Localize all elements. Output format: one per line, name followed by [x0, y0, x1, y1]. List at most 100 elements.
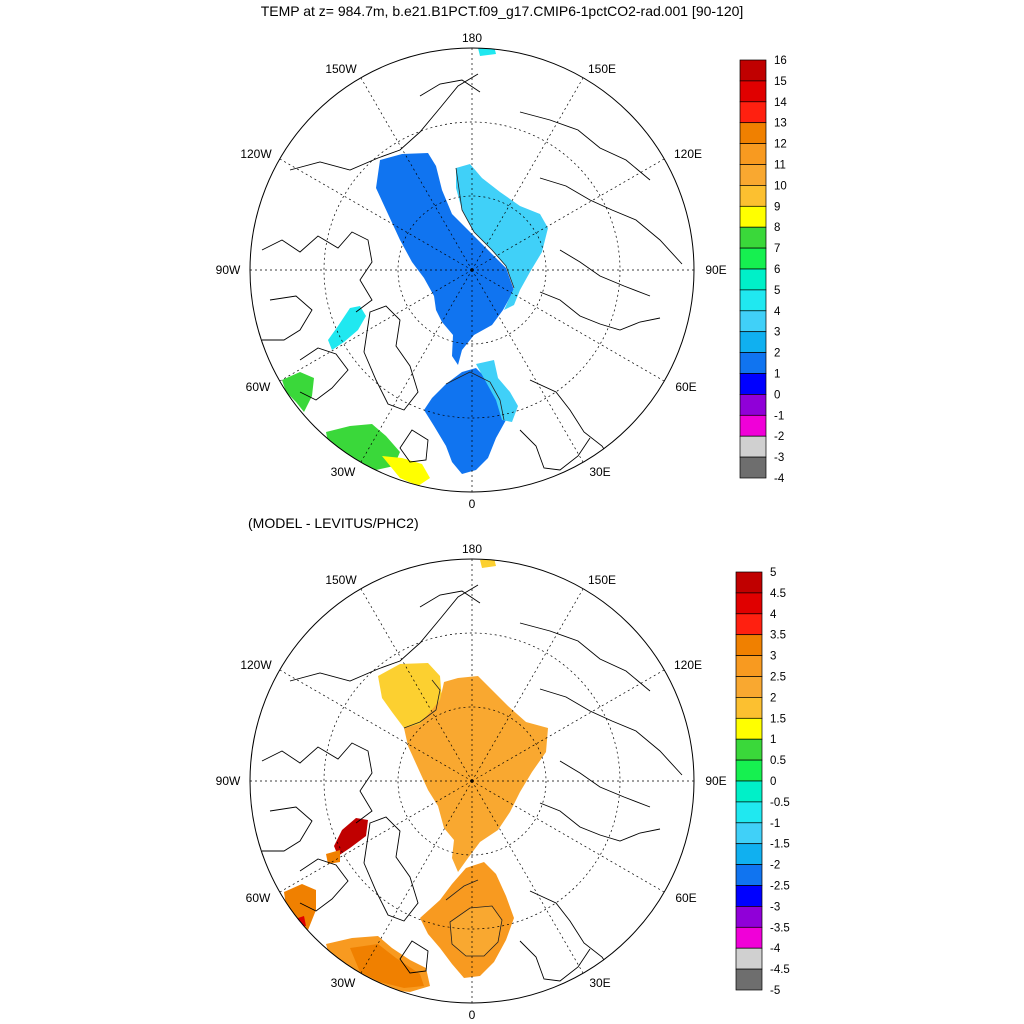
lon-label: 120E: [674, 147, 702, 161]
top-colorbar-box: [739, 435, 767, 458]
lon-label: 60E: [675, 380, 696, 394]
lon-label: 150W: [325, 573, 357, 587]
top-colorbar-label: 14: [774, 97, 787, 109]
top-colorbar-label: -1: [774, 410, 784, 422]
bottom-colorbar-label: 0.5: [770, 755, 786, 767]
top-colorbar-box: [739, 143, 767, 165]
bottom-colorbar-label: 2: [770, 692, 776, 704]
bottom-colorbar-box: [735, 926, 763, 949]
field-region-iceland-warm: [382, 456, 430, 486]
bottom-colorbar-label: -1: [770, 818, 780, 830]
bottom-colorbar-label: 4.5: [770, 588, 786, 600]
bottom-colorbar-label: -4: [770, 943, 781, 955]
field-region-nordic-core: [450, 906, 502, 956]
top-colorbar-box: [739, 122, 767, 144]
top-colorbar-box: [739, 331, 767, 353]
field-region-baffin-hot: [334, 818, 368, 856]
top-colorbar-box: [739, 373, 767, 395]
bottom-colorbar-box: [735, 738, 763, 761]
field-region-irminger-core: [350, 944, 424, 988]
lon-label: 30E: [589, 465, 610, 479]
top-colorbar-box: [739, 101, 767, 124]
lon-label: 90E: [705, 774, 726, 788]
bottom-colorbar-label: -2.5: [770, 881, 790, 893]
lon-label: 120E: [674, 658, 702, 672]
bottom-map-border: [249, 558, 695, 1004]
top-colorbar-label: 1: [774, 369, 780, 381]
field-region-bering: [478, 48, 496, 56]
field-region-irminger: [326, 424, 400, 470]
bottom-contour-line: [403, 679, 441, 729]
bottom-colorbar-label: 4: [770, 609, 777, 621]
top-colorbar-label: 7: [774, 243, 780, 255]
top-colorbar-label: -3: [774, 452, 784, 464]
field-region-beaufort-basin: [376, 153, 514, 365]
field-region-labrador: [282, 372, 314, 412]
top-colorbar-box: [739, 414, 767, 437]
top-panel-title: TEMP at z= 984.7m, b.e21.B1PCT.f09_g17.C…: [261, 3, 744, 19]
bottom-colorbar-box: [735, 885, 763, 907]
field-region-nordic-east: [476, 360, 518, 422]
bottom-colorbar-label: 3: [770, 651, 776, 663]
top-colorbar-label: 0: [774, 389, 780, 401]
bottom-colorbar-label: 2.5: [770, 672, 786, 684]
bottom-colorbar-label: 3.5: [770, 630, 786, 642]
lon-label: 60W: [246, 380, 271, 394]
bottom-colorbar-label: 1: [770, 734, 776, 746]
lon-label: 90W: [216, 774, 241, 788]
lon-label: 120W: [240, 147, 272, 161]
bottom-contour-line: [449, 905, 503, 957]
top-colorbar-label: -4: [774, 473, 785, 485]
top-colorbar-box: [739, 247, 767, 270]
lon-label: 180: [462, 31, 482, 45]
bottom-colorbar-label: 5: [770, 567, 776, 579]
bottom-colorbar-box: [735, 759, 763, 782]
bottom-colorbar-label: -2: [770, 860, 780, 872]
bottom-colorbar-box: [735, 571, 763, 594]
top-panel: TEMP at z= 984.7m, b.e21.B1PCT.f09_g17.C…: [216, 3, 788, 511]
bottom-colorbar-label: 1.5: [770, 713, 786, 725]
lon-label: 150W: [325, 62, 357, 76]
lon-label: 90E: [705, 263, 726, 277]
bottom-colorbar-box: [735, 801, 763, 824]
top-map: [250, 48, 694, 492]
top-colorbar-box: [739, 268, 767, 291]
bottom-colorbar-box: [735, 968, 763, 991]
bottom-colorbar-label: -5: [770, 985, 780, 997]
bottom-colorbar-label: -4.5: [770, 964, 790, 976]
top-colorbar-label: 2: [774, 348, 780, 360]
bottom-colorbar-box: [735, 655, 763, 677]
lon-label: 180: [462, 542, 482, 556]
top-colorbar-label: 13: [774, 118, 787, 130]
bottom-colorbar-box: [735, 906, 763, 928]
bottom-colorbar-label: -3: [770, 901, 780, 913]
top-colorbar-box: [739, 59, 767, 82]
top-colorbar-label: 12: [774, 139, 787, 151]
bottom-colorbar-box: [735, 780, 763, 803]
top-colorbar-label: 6: [774, 264, 780, 276]
top-map-border: [249, 47, 695, 493]
top-colorbar-box: [739, 164, 767, 186]
top-colorbar-label: 5: [774, 285, 780, 297]
top-colorbar-label: 10: [774, 180, 787, 192]
field-region-bering: [480, 559, 496, 568]
lon-label: 150E: [588, 62, 616, 76]
lon-label: 90W: [216, 263, 241, 277]
bottom-colorbar-box: [735, 676, 763, 698]
field-region-labrador: [284, 884, 316, 930]
bottom-colorbar-box: [735, 864, 763, 886]
lon-label: 30W: [331, 976, 356, 990]
top-colorbar-label: 9: [774, 201, 780, 213]
bottom-data-field: [284, 559, 548, 992]
bottom-colorbar-label: 0: [770, 776, 776, 788]
bottom-contour-line: [445, 879, 479, 901]
top-colorbar-box: [739, 80, 767, 103]
bottom-colorbar-box: [735, 843, 763, 865]
lon-label: 120W: [240, 658, 272, 672]
field-region-nordic-west: [424, 368, 506, 474]
bottom-panel-title: (MODEL - LEVITUS/PHC2): [248, 515, 419, 531]
top-colorbar-label: 16: [774, 55, 787, 67]
top-colorbar-box: [739, 205, 767, 228]
bottom-colorbar-label: -3.5: [770, 922, 790, 934]
